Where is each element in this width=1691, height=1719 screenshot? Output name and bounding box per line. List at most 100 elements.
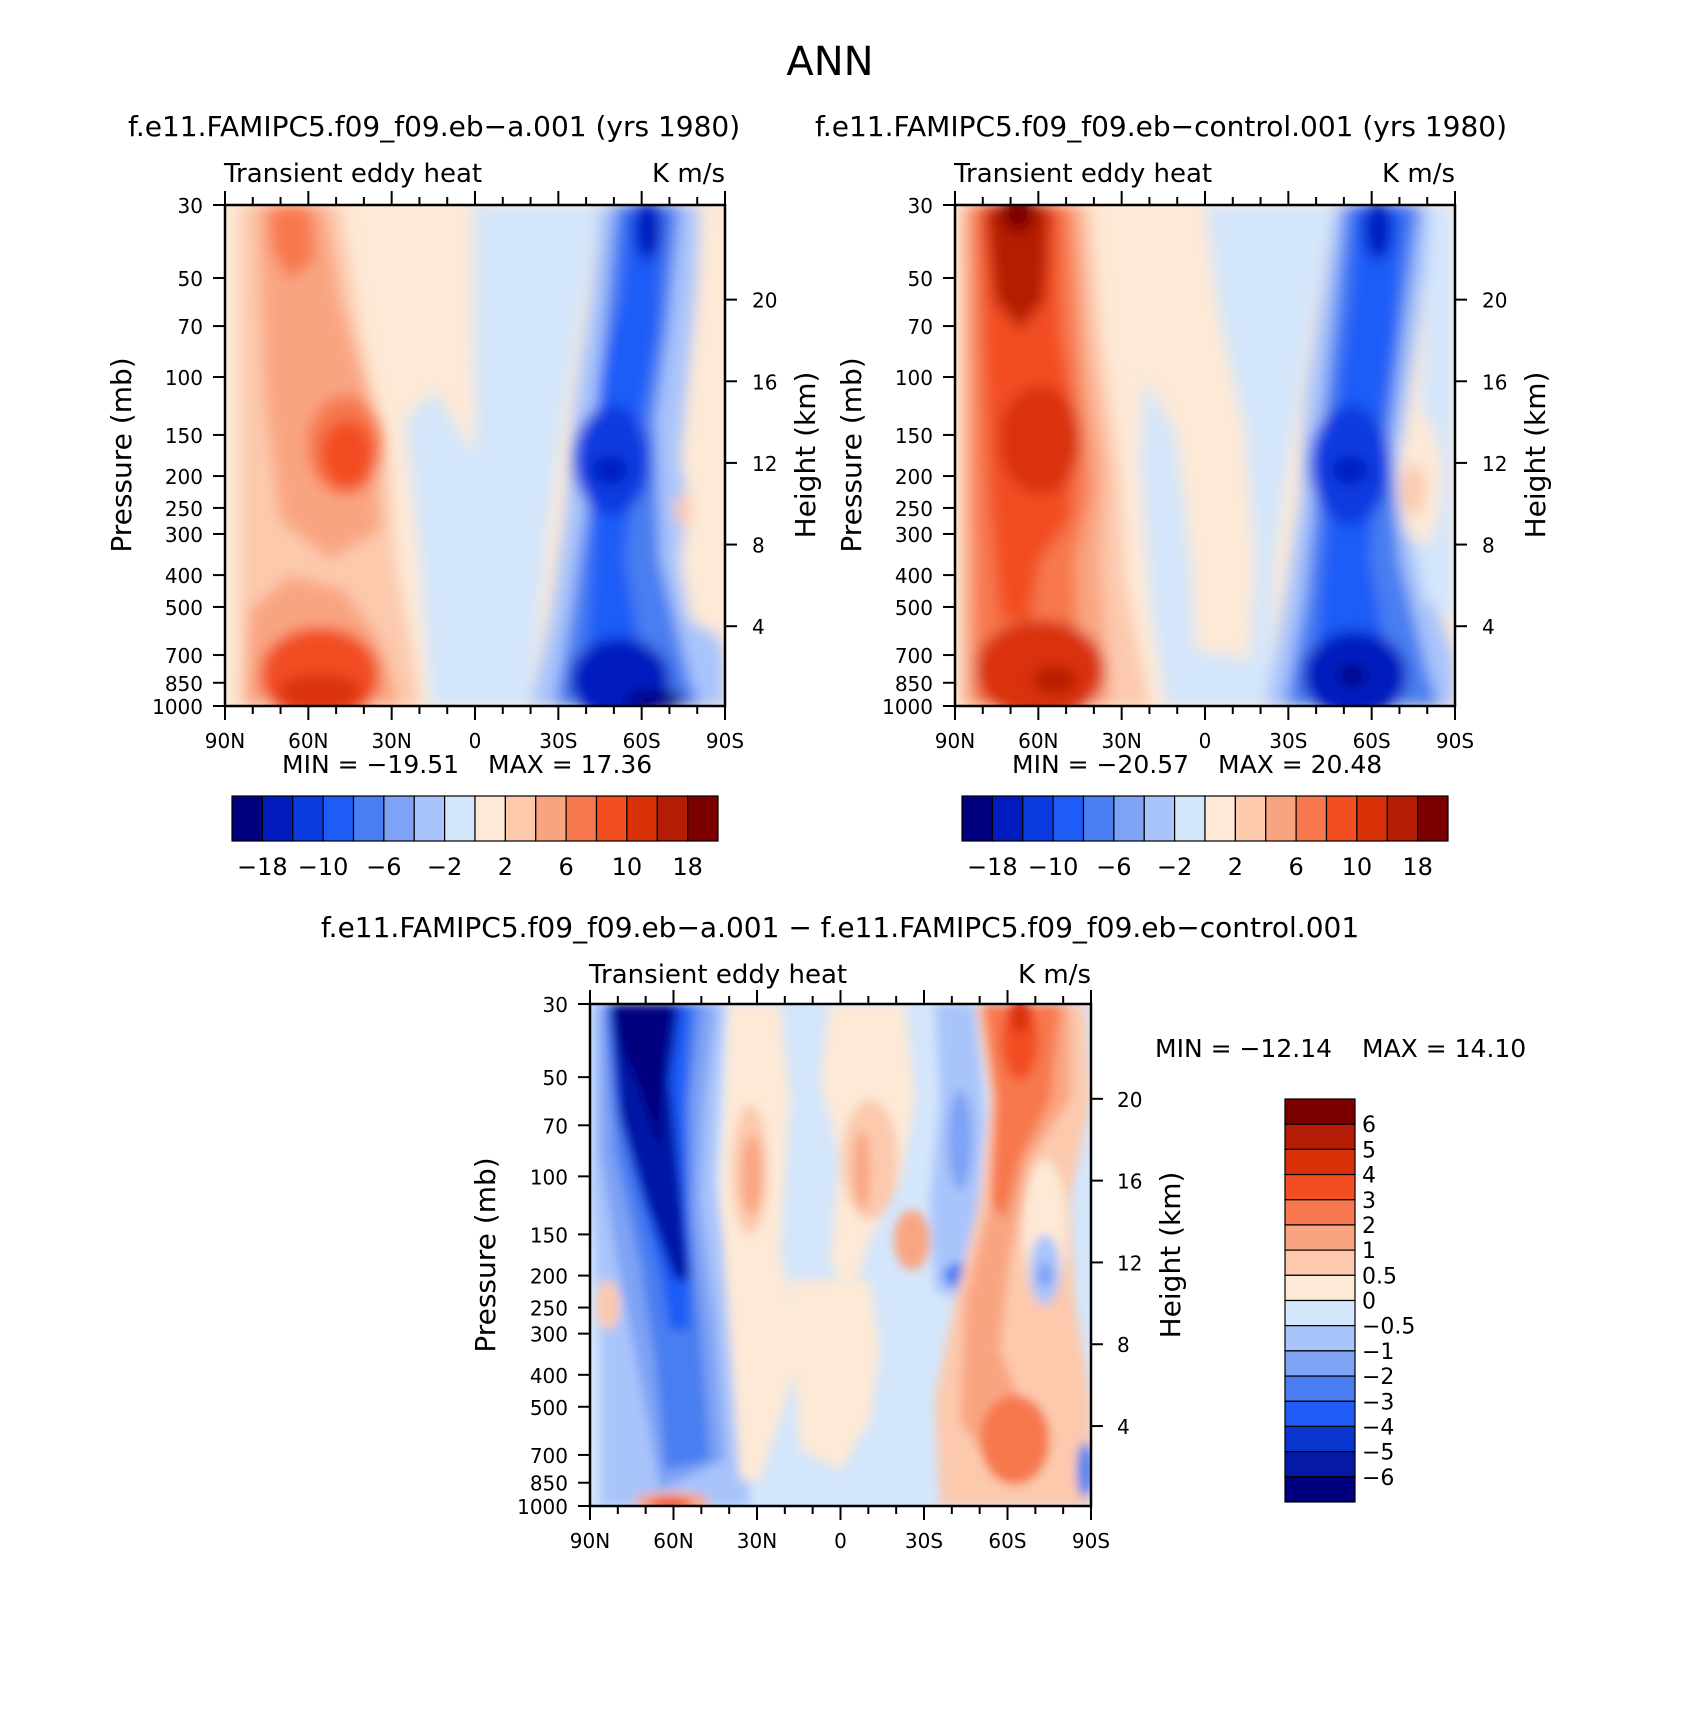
colorbar-swatch xyxy=(1113,795,1145,842)
lat-tick-label: 30S xyxy=(539,729,577,753)
pressure-tick-label: 70 xyxy=(178,315,203,339)
panel-a-max: MAX = 17.36 xyxy=(488,750,652,779)
panel-a-sh-low xyxy=(570,638,670,706)
colorbar-swatch xyxy=(1265,795,1297,842)
colorbar-label: −2 xyxy=(1362,1365,1394,1390)
panel-c-sh-polar-neg3 xyxy=(1077,1442,1091,1498)
panel-a-min: MIN = −19.51 xyxy=(282,750,459,779)
panel-b-y2label: Height (km) xyxy=(1519,372,1552,539)
pressure-tick-label: 150 xyxy=(895,424,933,448)
colorbar-label: 2 xyxy=(1228,853,1243,881)
panel-c-case-title: f.e11.FAMIPC5.f09_f09.eb−a.001 − f.e11.F… xyxy=(321,911,1359,944)
colorbar-label: 10 xyxy=(1342,853,1373,881)
height-tick-label: 20 xyxy=(1117,1088,1142,1112)
panel-b-nh-top-max xyxy=(1002,205,1034,232)
colorbar-swatch xyxy=(322,795,355,842)
height-tick-label: 16 xyxy=(1117,1170,1142,1194)
colorbar-label: 18 xyxy=(1402,853,1433,881)
pressure-tick-label: 250 xyxy=(165,497,203,521)
colorbar-label: −10 xyxy=(298,853,349,881)
panel-c-sh-low-pos xyxy=(980,1395,1050,1485)
pressure-tick-label: 200 xyxy=(530,1265,568,1289)
colorbar-label: 4 xyxy=(1362,1164,1376,1189)
colorbar-swatch xyxy=(444,795,476,842)
colorbar-swatch xyxy=(1234,795,1267,842)
colorbar-swatch xyxy=(1284,1476,1356,1503)
height-tick-label: 16 xyxy=(1482,370,1507,394)
panel-a-variable: Transient eddy heat xyxy=(223,159,482,189)
colorbar-swatch xyxy=(1284,1375,1356,1402)
height-tick-label: 4 xyxy=(1117,1415,1130,1439)
pressure-tick-label: 700 xyxy=(895,644,933,668)
pressure-tick-label: 500 xyxy=(530,1396,568,1420)
panel-b-case-title: f.e11.FAMIPC5.f09_f09.eb−control.001 (yr… xyxy=(815,110,1507,143)
panel-c-sh-jet2 xyxy=(960,1004,1070,1480)
lat-tick-label: 0 xyxy=(1199,729,1212,753)
panel-b-nh-low-max xyxy=(1033,666,1077,694)
panel-c-sh-jet5 xyxy=(1010,1004,1030,1033)
pressure-tick-label: 50 xyxy=(178,267,203,291)
panel-a-colorbar: −18 −10 −6 −2 2 6 10 18 xyxy=(231,795,719,881)
lat-tick-label: 30S xyxy=(905,1529,943,1553)
colorbar-swatch xyxy=(231,795,263,842)
panel-a-nh-200-core xyxy=(321,420,373,490)
pressure-tick-label: 1000 xyxy=(882,695,933,719)
lat-tick-label: 90N xyxy=(570,1529,610,1553)
pressure-tick-label: 300 xyxy=(895,523,933,547)
panel-a-nh-upper xyxy=(270,205,315,280)
pressure-tick-label: 100 xyxy=(165,366,203,390)
panel-b-sh-upper xyxy=(1364,205,1392,260)
colorbar-swatch xyxy=(504,795,537,842)
height-tick-label: 4 xyxy=(1482,615,1495,639)
panel-c-eq-pos xyxy=(790,1280,880,1470)
panel-c-sh-pos4 xyxy=(854,1130,870,1210)
panel-c-sh-neg2 xyxy=(948,1090,972,1190)
colorbar-label: −2 xyxy=(1157,853,1192,881)
colorbar-swatch xyxy=(1143,795,1176,842)
panel-c-sh-pos2 xyxy=(842,1100,898,1220)
colorbar-swatch xyxy=(1284,1148,1356,1176)
colorbar-swatch xyxy=(1325,795,1358,842)
pressure-tick-label: 1000 xyxy=(517,1495,568,1519)
panel-c: f.e11.FAMIPC5.f09_f09.eb−a.001 − f.e11.F… xyxy=(321,911,1526,1553)
pressure-tick-label: 400 xyxy=(530,1364,568,1388)
lat-tick-label: 90N xyxy=(205,729,245,753)
height-tick-label: 12 xyxy=(752,452,777,476)
panel-b-nh-top xyxy=(985,205,1050,330)
colorbar-swatch xyxy=(1284,1425,1356,1453)
colorbar-label: 0 xyxy=(1362,1290,1376,1315)
lat-tick-label: 60S xyxy=(988,1529,1026,1553)
pressure-tick-label: 700 xyxy=(530,1444,568,1468)
colorbar-swatch xyxy=(1082,795,1115,842)
colorbar-label: 0.5 xyxy=(1362,1264,1397,1289)
height-tick-label: 4 xyxy=(752,615,765,639)
pressure-tick-label: 500 xyxy=(165,596,203,620)
height-tick-label: 8 xyxy=(1117,1333,1130,1357)
panel-b-sh-200-core xyxy=(1332,456,1368,484)
colorbar-swatch xyxy=(1284,1098,1356,1125)
lat-tick-label: 60N xyxy=(288,729,328,753)
pressure-tick-label: 300 xyxy=(165,523,203,547)
panel-c-sh-jet4 xyxy=(1002,1004,1038,1080)
panel-b-units: K m/s xyxy=(1382,159,1455,189)
panel-b-colorbar: −18 −10 −6 −2 2 6 10 18 xyxy=(961,795,1449,881)
height-tick-label: 16 xyxy=(752,370,777,394)
panel-c-units: K m/s xyxy=(1018,960,1091,990)
pressure-tick-label: 200 xyxy=(895,465,933,489)
pressure-tick-label: 850 xyxy=(530,1472,568,1496)
panel-c-max: MAX = 14.10 xyxy=(1362,1034,1526,1063)
panel-a-y2label: Height (km) xyxy=(789,372,822,539)
colorbar-label: −1 xyxy=(1362,1340,1394,1365)
colorbar-swatch xyxy=(961,795,993,842)
colorbar-swatch xyxy=(1284,1249,1356,1276)
pressure-tick-label: 30 xyxy=(543,993,568,1017)
panel-c-y2label: Height (km) xyxy=(1154,1172,1187,1339)
colorbar-swatch xyxy=(1417,795,1449,842)
colorbar-swatch xyxy=(1284,1325,1356,1352)
colorbar-swatch xyxy=(1174,795,1206,842)
colorbar-swatch xyxy=(474,795,506,842)
panel-c-sh-jet3 xyxy=(985,1004,1060,1220)
panel-c-nh-neg5 xyxy=(610,1004,690,1280)
